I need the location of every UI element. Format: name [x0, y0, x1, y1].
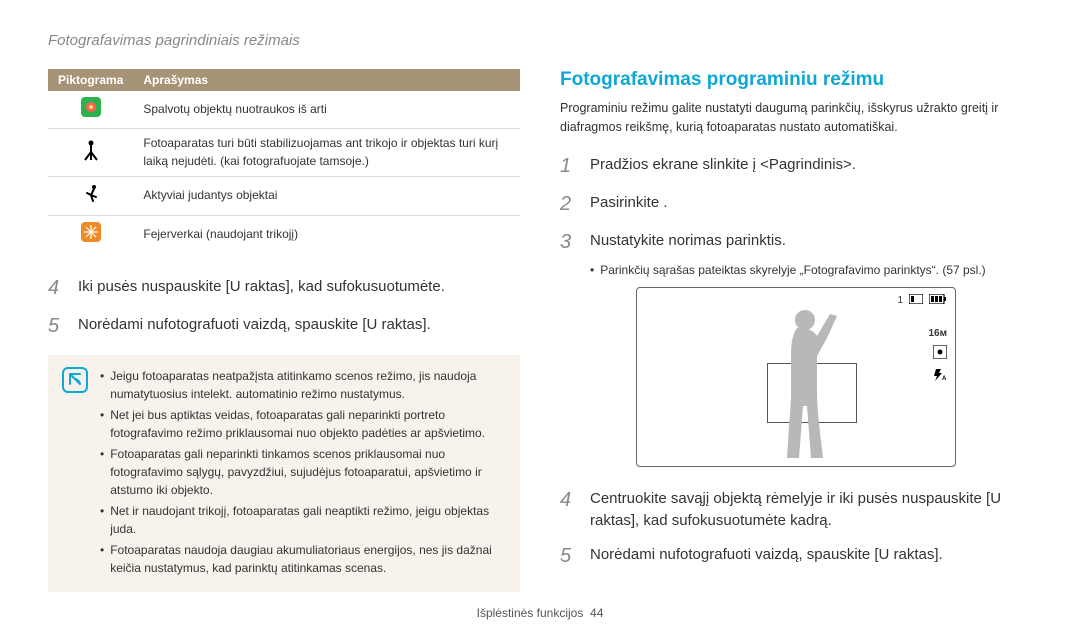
side-indicators: 16ᴍ A: [928, 328, 947, 385]
page-title: Fotografavimas pagrindiniais režimais: [48, 32, 1032, 49]
firework-icon: [81, 231, 101, 245]
step: 2 Pasirinkite .: [560, 189, 1032, 219]
table-row: Fejerverkai (naudojant trikojį): [48, 215, 520, 253]
step-number: 3: [560, 227, 576, 257]
step-number: 5: [48, 311, 64, 341]
footer-section: Išplėstinės funkcijos: [477, 606, 584, 620]
table-row: Aktyviai judantys objektai: [48, 177, 520, 215]
intro-text: Programiniu režimu galite nustatyti daug…: [560, 99, 1032, 137]
memory-icon: [909, 294, 923, 307]
note-icon: [62, 367, 88, 580]
tripod-icon: [81, 150, 101, 164]
person-silhouette: [767, 306, 847, 466]
sub-note: Parinkčių sąrašas pateiktas skyrelyje „F…: [590, 263, 1032, 277]
step: 1 Pradžios ekrane slinkite į <Pagrindini…: [560, 151, 1032, 181]
top-indicators: 1: [897, 294, 947, 307]
info-item: Jeigu fotoaparatas neatpažįsta atitinkam…: [100, 367, 506, 403]
info-item: Net ir naudojant trikojį, fotoaparatas g…: [100, 502, 506, 538]
row-desc: Spalvotų objektų nuotraukos iš arti: [133, 91, 520, 129]
row-desc: Fejerverkai (naudojant trikojį): [133, 215, 520, 253]
section-title: Fotografavimas programiniu režimu: [560, 69, 1032, 91]
step-text: Pasirinkite .: [590, 189, 1032, 219]
step: 3 Nustatykite norimas parinktis.: [560, 227, 1032, 257]
step-text: Iki pusės nuspauskite [U raktas], kad su…: [78, 273, 520, 303]
step-text: Pradžios ekrane slinkite į <Pagrindinis>…: [590, 151, 1032, 181]
step: 4 Iki pusės nuspauskite [U raktas], kad …: [48, 273, 520, 303]
step-text: Centruokite savąjį objektą rėmelyje ir i…: [590, 485, 1032, 533]
step-text: Nustatykite norimas parinktis.: [590, 227, 1032, 257]
camera-preview: 1 16ᴍ A: [636, 287, 956, 467]
resolution-indicator: 16ᴍ: [928, 328, 947, 339]
step-text: Norėdami nufotografuoti vaizdą, spauskit…: [78, 311, 520, 341]
info-item: Fotoaparatas naudoja daugiau akumuliator…: [100, 541, 506, 577]
th-icon: Piktograma: [48, 69, 133, 91]
icon-table: Piktograma Aprašymas Spalvotų objektų nu…: [48, 69, 520, 253]
metering-icon: [933, 345, 947, 362]
table-row: Fotoaparatas turi būti stabilizuojamas a…: [48, 129, 520, 177]
info-list: Jeigu fotoaparatas neatpažįsta atitinkam…: [100, 367, 506, 580]
step: 5 Norėdami nufotografuoti vaizdą, spausk…: [560, 541, 1032, 571]
info-box: Jeigu fotoaparatas neatpažįsta atitinkam…: [48, 355, 520, 592]
flash-icon: A: [931, 368, 947, 385]
running-icon: [81, 192, 101, 206]
row-desc: Fotoaparatas turi būti stabilizuojamas a…: [133, 129, 520, 177]
count-indicator: 1: [897, 295, 903, 306]
step-number: 4: [48, 273, 64, 303]
step-text: Norėdami nufotografuoti vaizdą, spauskit…: [590, 541, 1032, 571]
table-row: Spalvotų objektų nuotraukos iš arti: [48, 91, 520, 129]
footer: Išplėstinės funkcijos 44: [0, 606, 1080, 620]
svg-text:A: A: [942, 376, 947, 382]
info-item: Net jei bus aptiktas veidas, fotoaparata…: [100, 406, 506, 442]
battery-icon: [929, 294, 947, 307]
th-desc: Aprašymas: [133, 69, 520, 91]
page-number: 44: [590, 606, 603, 620]
step: 4 Centruokite savąjį objektą rėmelyje ir…: [560, 485, 1032, 533]
step-number: 4: [560, 485, 576, 533]
macro-color-icon: [81, 106, 101, 120]
info-item: Fotoaparatas gali neparinkti tinkamos sc…: [100, 445, 506, 499]
row-desc: Aktyviai judantys objektai: [133, 177, 520, 215]
step-number: 1: [560, 151, 576, 181]
step-number: 2: [560, 189, 576, 219]
step-number: 5: [560, 541, 576, 571]
step: 5 Norėdami nufotografuoti vaizdą, spausk…: [48, 311, 520, 341]
